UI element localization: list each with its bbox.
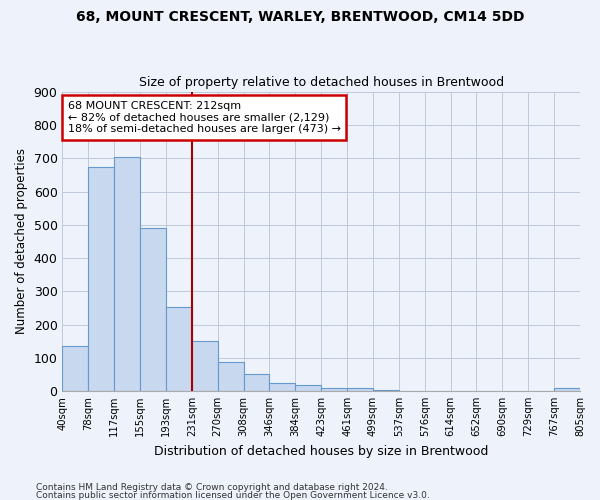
Bar xyxy=(373,390,399,391)
Bar xyxy=(140,228,166,391)
Bar xyxy=(554,388,580,391)
Bar xyxy=(192,341,218,391)
Bar xyxy=(218,362,244,391)
Bar xyxy=(295,385,321,391)
Title: Size of property relative to detached houses in Brentwood: Size of property relative to detached ho… xyxy=(139,76,504,90)
Bar xyxy=(269,382,295,391)
Bar xyxy=(321,388,347,391)
Text: 68, MOUNT CRESCENT, WARLEY, BRENTWOOD, CM14 5DD: 68, MOUNT CRESCENT, WARLEY, BRENTWOOD, C… xyxy=(76,10,524,24)
Bar xyxy=(347,388,373,391)
Bar xyxy=(88,167,114,391)
X-axis label: Distribution of detached houses by size in Brentwood: Distribution of detached houses by size … xyxy=(154,444,488,458)
Text: 68 MOUNT CRESCENT: 212sqm
← 82% of detached houses are smaller (2,129)
18% of se: 68 MOUNT CRESCENT: 212sqm ← 82% of detac… xyxy=(68,101,341,134)
Bar xyxy=(62,346,88,391)
Bar xyxy=(166,307,192,391)
Y-axis label: Number of detached properties: Number of detached properties xyxy=(15,148,28,334)
Bar xyxy=(244,374,269,391)
Bar xyxy=(114,157,140,391)
Text: Contains HM Land Registry data © Crown copyright and database right 2024.: Contains HM Land Registry data © Crown c… xyxy=(36,484,388,492)
Text: Contains public sector information licensed under the Open Government Licence v3: Contains public sector information licen… xyxy=(36,491,430,500)
